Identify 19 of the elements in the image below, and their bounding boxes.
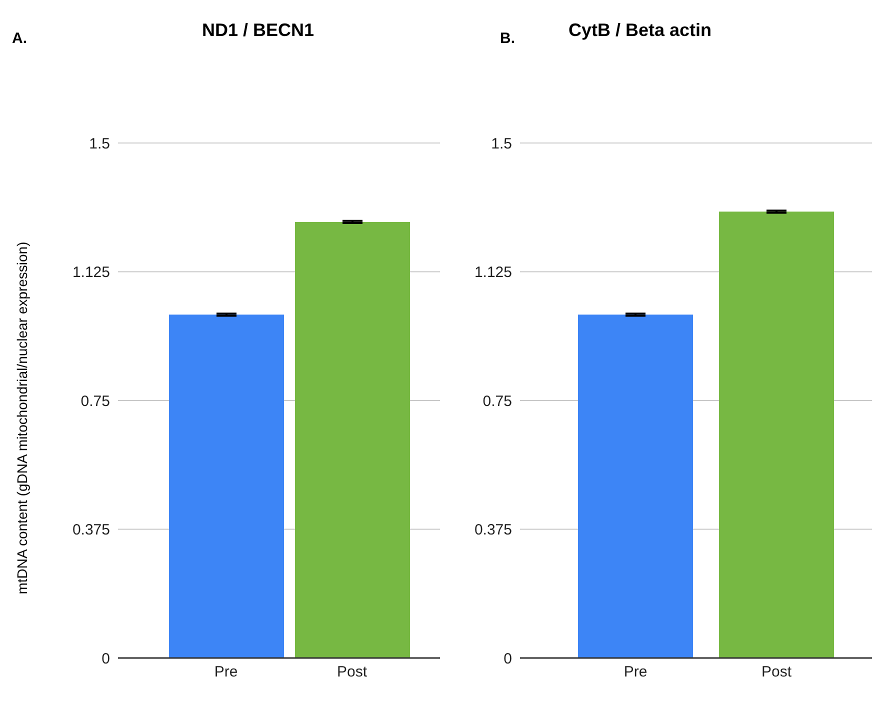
y-tick-label: 1.5 <box>491 135 512 152</box>
y-tick-label: 0 <box>504 650 512 668</box>
y-tick-label: 1.5 <box>89 135 110 152</box>
y-tick-label: 0.75 <box>80 392 110 410</box>
y-axis-title: mtDNA content (gDNA mitochondrial/nuclear expression) <box>14 242 30 594</box>
x-tick-label: Pre <box>624 664 648 681</box>
x-tick-label: Post <box>761 664 792 681</box>
y-tick-label: 1.125 <box>72 264 110 282</box>
y-tick-label: 0 <box>102 650 110 668</box>
y-tick-label: 0.375 <box>474 522 512 539</box>
chart-title: CytB / Beta actin <box>568 20 712 41</box>
y-tick-label: 0.75 <box>482 392 512 410</box>
chart-title: ND1 / BECN1 <box>202 20 314 41</box>
text: B. <box>500 30 515 47</box>
x-tick-label: Post <box>336 664 368 681</box>
text: A. <box>12 30 27 47</box>
y-tick-label: 0.375 <box>72 522 110 539</box>
x-tick-label: Pre <box>214 664 238 681</box>
y-tick-label: 1.125 <box>474 264 512 282</box>
